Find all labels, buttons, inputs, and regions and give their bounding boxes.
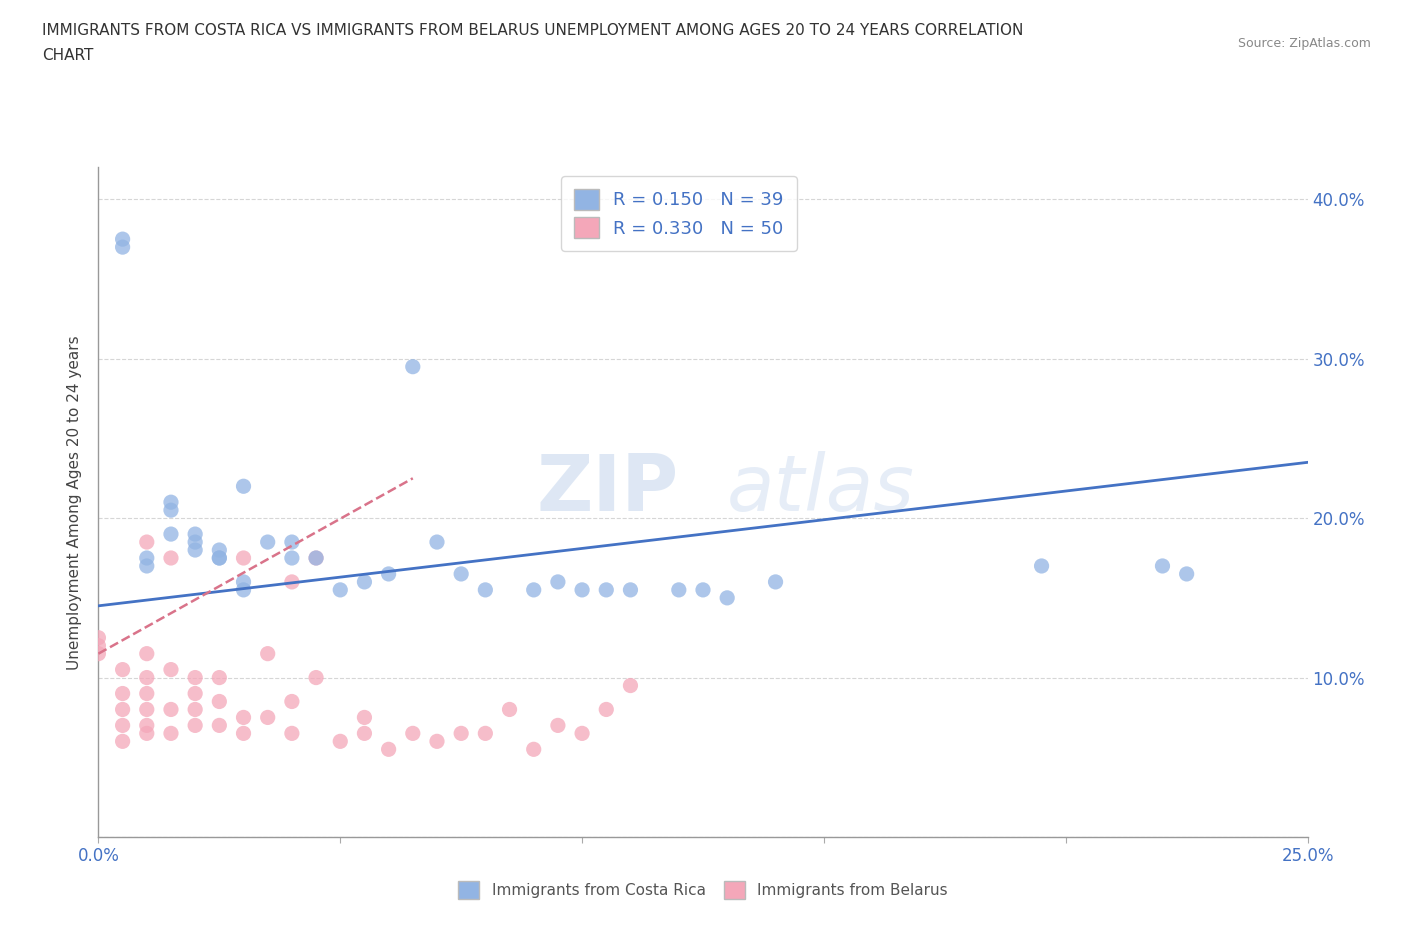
Point: [208, 551, 231, 565]
Point: [426, 535, 449, 550]
Point: [305, 551, 328, 565]
Point: [1175, 566, 1198, 581]
Point: [160, 702, 183, 717]
Point: [353, 726, 375, 741]
Point: [184, 526, 207, 541]
Point: [111, 232, 134, 246]
Point: [232, 575, 254, 590]
Point: [184, 542, 207, 557]
Point: [135, 718, 157, 733]
Point: [184, 718, 207, 733]
Point: [281, 726, 304, 741]
Point: [305, 551, 328, 565]
Point: [1031, 559, 1053, 574]
Point: [232, 582, 254, 597]
Point: [160, 526, 183, 541]
Point: [402, 726, 425, 741]
Point: [474, 582, 496, 597]
Point: [111, 734, 134, 749]
Point: [765, 575, 787, 590]
Point: [208, 542, 231, 557]
Point: [160, 551, 183, 565]
Point: [135, 671, 157, 685]
Point: [232, 726, 254, 741]
Point: [474, 726, 496, 741]
Point: [135, 551, 157, 565]
Point: [402, 359, 425, 374]
Point: [426, 734, 449, 749]
Point: [377, 566, 399, 581]
Point: [329, 582, 352, 597]
Text: Source: ZipAtlas.com: Source: ZipAtlas.com: [1237, 37, 1371, 50]
Point: [160, 495, 183, 510]
Point: [111, 662, 134, 677]
Point: [232, 551, 254, 565]
Point: [281, 575, 304, 590]
Point: [595, 702, 617, 717]
Point: [571, 726, 593, 741]
Y-axis label: Unemployment Among Ages 20 to 24 years: Unemployment Among Ages 20 to 24 years: [67, 335, 83, 670]
Point: [498, 702, 520, 717]
Point: [135, 535, 157, 550]
Point: [232, 479, 254, 494]
Point: [160, 503, 183, 518]
Point: [208, 718, 231, 733]
Point: [619, 582, 641, 597]
Point: [208, 551, 231, 565]
Point: [87, 631, 110, 645]
Point: [377, 742, 399, 757]
Point: [135, 702, 157, 717]
Point: [232, 710, 254, 724]
Point: [208, 671, 231, 685]
Text: ZIP: ZIP: [537, 451, 679, 526]
Point: [256, 710, 278, 724]
Text: atlas: atlas: [727, 451, 915, 526]
Point: [547, 575, 569, 590]
Point: [305, 671, 328, 685]
Point: [668, 582, 690, 597]
Point: [716, 591, 738, 605]
Point: [256, 646, 278, 661]
Point: [184, 686, 207, 701]
Text: IMMIGRANTS FROM COSTA RICA VS IMMIGRANTS FROM BELARUS UNEMPLOYMENT AMONG AGES 20: IMMIGRANTS FROM COSTA RICA VS IMMIGRANTS…: [42, 23, 1024, 38]
Point: [547, 718, 569, 733]
Point: [135, 726, 157, 741]
Point: [256, 535, 278, 550]
Point: [619, 678, 641, 693]
Point: [87, 638, 110, 653]
Point: [450, 566, 472, 581]
Point: [111, 686, 134, 701]
Point: [135, 646, 157, 661]
Point: [184, 671, 207, 685]
Point: [184, 535, 207, 550]
Point: [281, 694, 304, 709]
Legend: Immigrants from Costa Rica, Immigrants from Belarus: Immigrants from Costa Rica, Immigrants f…: [447, 870, 959, 910]
Point: [450, 726, 472, 741]
Point: [692, 582, 714, 597]
Point: [135, 559, 157, 574]
Point: [160, 726, 183, 741]
Point: [571, 582, 593, 597]
Point: [281, 535, 304, 550]
Point: [523, 742, 546, 757]
Point: [353, 575, 375, 590]
Text: CHART: CHART: [42, 48, 94, 63]
Point: [111, 718, 134, 733]
Point: [111, 240, 134, 255]
Point: [595, 582, 617, 597]
Point: [160, 662, 183, 677]
Point: [523, 582, 546, 597]
Point: [135, 686, 157, 701]
Point: [353, 710, 375, 724]
Point: [87, 646, 110, 661]
Point: [329, 734, 352, 749]
Point: [281, 551, 304, 565]
Point: [208, 694, 231, 709]
Point: [111, 702, 134, 717]
Point: [184, 702, 207, 717]
Point: [1152, 559, 1174, 574]
